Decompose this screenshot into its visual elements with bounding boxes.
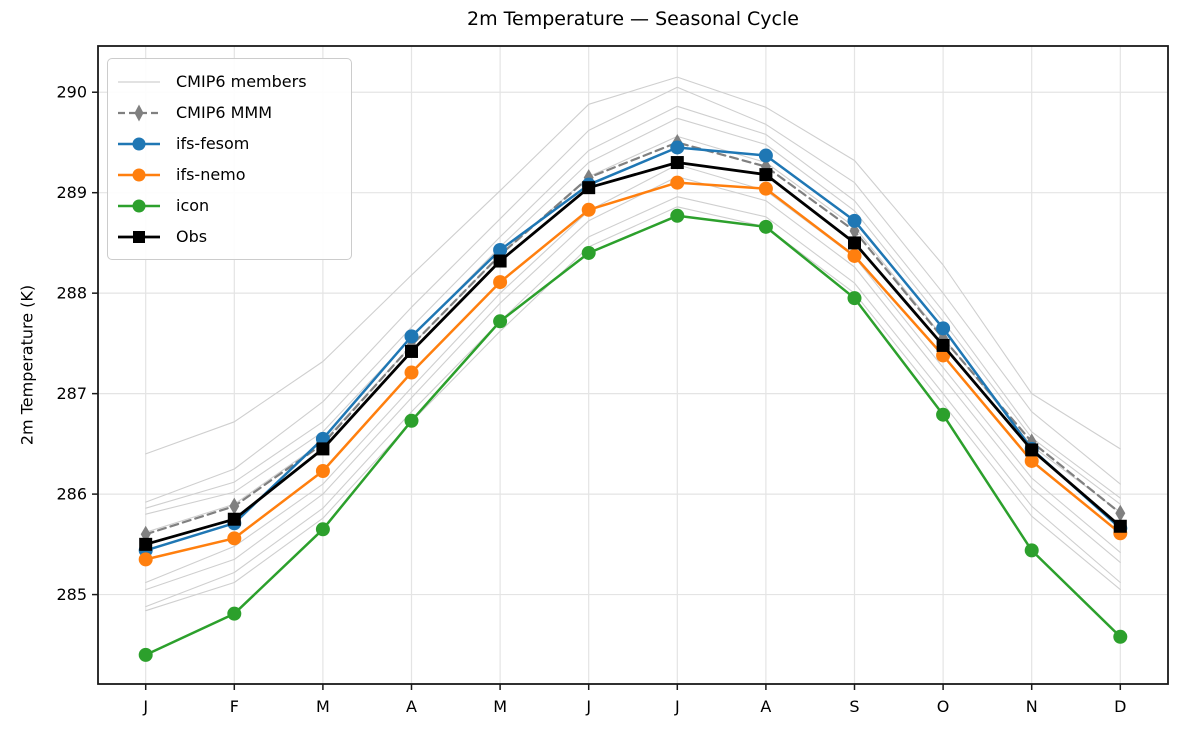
marker-ifs-fesom xyxy=(847,213,862,228)
marker-ifs-fesom xyxy=(936,321,951,336)
cmip6-members-line-icon xyxy=(118,80,160,83)
y-tick-label: 288 xyxy=(56,284,87,303)
marker-icon xyxy=(1113,629,1128,644)
marker-Obs xyxy=(227,512,241,526)
legend-label: ifs-fesom xyxy=(176,133,250,153)
legend-item-cmip6-mmm: CMIP6 MMM xyxy=(116,97,341,128)
x-tick-label: J xyxy=(674,697,680,716)
legend-item-icon: icon xyxy=(116,190,341,221)
marker-icon xyxy=(493,314,508,329)
x-tick-label: F xyxy=(230,697,239,716)
marker-ifs-nemo xyxy=(758,181,773,196)
marker-ifs-fesom xyxy=(670,140,685,155)
x-tick-label: M xyxy=(316,697,330,716)
legend-item-obs: Obs xyxy=(116,221,341,252)
marker-icon xyxy=(847,291,862,306)
series-line-cmip6-member-1 xyxy=(145,76,1121,455)
x-tick-label: A xyxy=(406,697,417,716)
marker-ifs-nemo xyxy=(138,552,153,567)
x-tick-label: S xyxy=(849,697,859,716)
marker-ifs-nemo xyxy=(670,175,685,190)
marker-ifs-nemo xyxy=(1024,453,1039,468)
marker-ifs-fesom xyxy=(315,431,330,446)
marker-ifs-fesom xyxy=(493,242,508,257)
legend-label: icon xyxy=(176,195,210,215)
series-line-ifs-fesom xyxy=(144,146,1122,552)
x-tick-label: M xyxy=(493,697,507,716)
marker-ifs-nemo xyxy=(936,348,951,363)
marker-ifs-nemo xyxy=(404,365,419,380)
ifs-fesom-circle-icon xyxy=(118,137,160,150)
marker-icon xyxy=(315,522,330,537)
marker-Obs xyxy=(139,537,153,551)
legend-label: Obs xyxy=(176,226,208,246)
obs-square-icon xyxy=(118,230,160,243)
series-line-cmip6-member-8 xyxy=(145,196,1121,608)
series-line-ifs-nemo xyxy=(144,181,1122,561)
marker-icon xyxy=(581,245,596,260)
series-line-cmip6-member-2 xyxy=(145,86,1121,503)
series-line-cmip6-member-4 xyxy=(145,117,1121,515)
marker-icon xyxy=(404,413,419,428)
marker-CMIP6 MMM xyxy=(229,497,240,515)
marker-ifs-nemo xyxy=(847,248,862,263)
ifs-nemo-circle-icon xyxy=(118,168,160,181)
x-tick-label: J xyxy=(142,697,148,716)
cmip6-mmm-diamond-icon xyxy=(118,104,160,121)
marker-icon xyxy=(670,208,685,223)
series-line-icon xyxy=(144,214,1122,657)
marker-icon xyxy=(936,407,951,422)
axes-frame xyxy=(97,45,1169,685)
legend-item-cmip6-members: CMIP6 members xyxy=(116,66,341,97)
marker-ifs-fesom xyxy=(404,329,419,344)
legend-label: ifs-nemo xyxy=(176,164,246,184)
y-tick-label: 286 xyxy=(56,485,87,504)
series-line-obs xyxy=(144,161,1122,546)
marker-Obs xyxy=(316,442,330,456)
series-line-cmip6-member-6 xyxy=(145,164,1121,584)
legend-label: CMIP6 members xyxy=(176,71,307,91)
marker-ifs-nemo xyxy=(315,463,330,478)
x-tick-label: A xyxy=(760,697,771,716)
marker-Obs xyxy=(670,156,684,170)
marker-icon xyxy=(1024,543,1039,558)
x-tick-label: D xyxy=(1114,697,1126,716)
marker-ifs-nemo xyxy=(493,275,508,290)
marker-Obs xyxy=(848,236,861,250)
legend-item-ifs-fesom: ifs-fesom xyxy=(116,128,341,159)
marker-ifs-nemo xyxy=(581,202,596,217)
marker-Obs xyxy=(1025,443,1039,457)
marker-CMIP6 MMM xyxy=(1115,504,1126,522)
series-line-cmip6-member-9 xyxy=(145,206,1121,612)
marker-Obs xyxy=(405,344,418,358)
legend-item-ifs-nemo: ifs-nemo xyxy=(116,159,341,190)
marker-Obs xyxy=(582,181,596,195)
x-tick-label: O xyxy=(937,697,950,716)
marker-icon xyxy=(758,219,773,234)
marker-icon xyxy=(138,647,153,662)
y-tick-label: 285 xyxy=(56,585,87,604)
series-line-cmip6-member-3 xyxy=(145,105,1121,509)
chart-title: 2m Temperature — Seasonal Cycle xyxy=(467,8,799,30)
marker-Obs xyxy=(1113,519,1127,533)
y-tick-label: 290 xyxy=(56,83,87,102)
y-tick-label: 289 xyxy=(56,183,87,202)
marker-Obs xyxy=(493,254,507,268)
marker-Obs xyxy=(759,168,773,182)
icon-circle-icon xyxy=(118,199,160,212)
marker-ifs-fesom xyxy=(758,148,773,163)
legend: CMIP6 members CMIP6 MMM ifs-fesom ifs-ne… xyxy=(107,58,352,260)
marker-icon xyxy=(227,606,242,621)
y-tick-label: 287 xyxy=(56,384,87,403)
x-tick-label: J xyxy=(585,697,591,716)
legend-label: CMIP6 MMM xyxy=(176,102,273,122)
series-line-cmip6-member-7 xyxy=(145,176,1121,591)
marker-Obs xyxy=(936,338,950,352)
x-tick-label: N xyxy=(1026,697,1038,716)
marker-ifs-nemo xyxy=(227,531,242,546)
